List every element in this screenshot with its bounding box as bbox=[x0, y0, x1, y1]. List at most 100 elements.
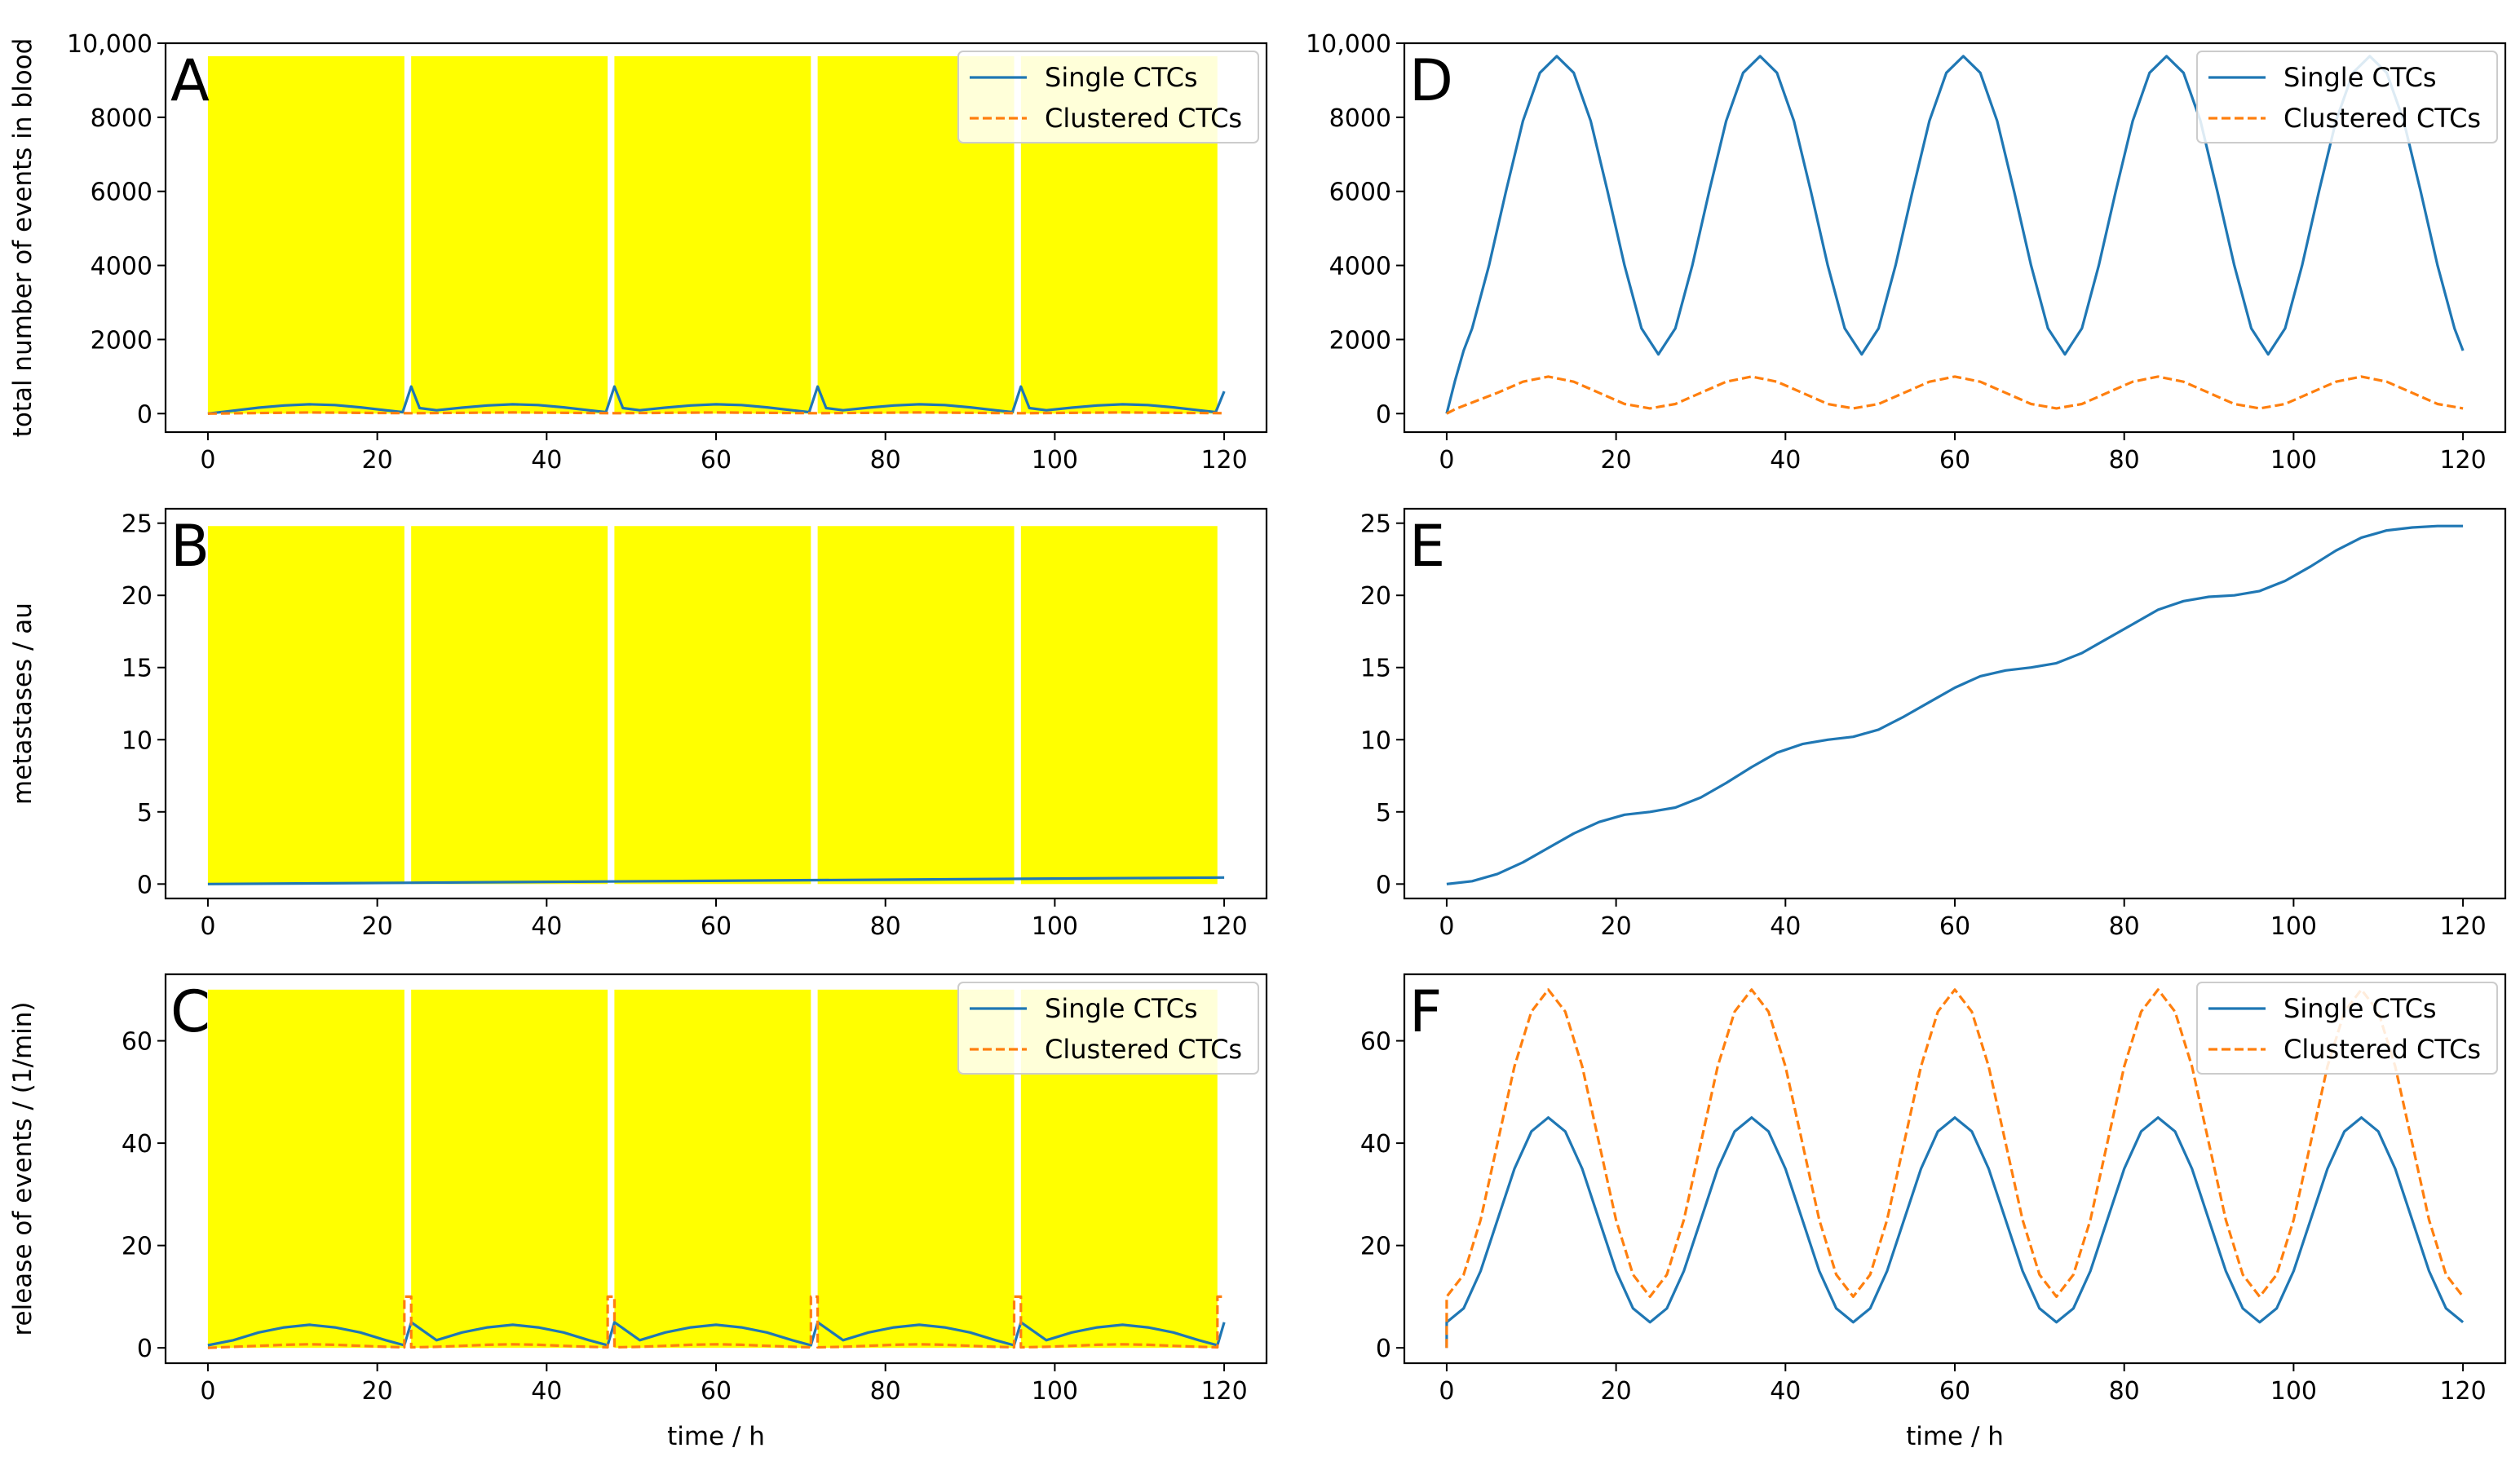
y-tick-label: 2000 bbox=[91, 326, 153, 355]
panel-A: 0 20 40 60 80 100 120 0 2000 4000 6000 8000 10,000 At… bbox=[8, 30, 1268, 475]
y-tick-label: 0 bbox=[137, 1335, 153, 1363]
series-line-single-ctcs bbox=[1445, 1116, 2465, 1349]
x-tick-label: 80 bbox=[870, 446, 901, 475]
shaded-interval-4 bbox=[817, 526, 1015, 885]
shaded-interval-1 bbox=[207, 526, 405, 885]
x-tick-label: 40 bbox=[531, 1377, 562, 1406]
x-tick-label: 20 bbox=[362, 1377, 393, 1406]
x-tick-label: 0 bbox=[1439, 912, 1454, 941]
series-group bbox=[207, 876, 1225, 885]
y-tick-label: 10,000 bbox=[67, 30, 153, 59]
series-line-clustered-ctcs bbox=[207, 1295, 1225, 1349]
x-tick-label: 0 bbox=[200, 1377, 215, 1406]
series-group bbox=[1445, 55, 2465, 415]
panel-letter: F bbox=[1409, 978, 1442, 1045]
legend-label: Clustered CTCs bbox=[1045, 103, 1242, 134]
x-tick-label: 60 bbox=[701, 912, 732, 941]
legend-label: Single CTCs bbox=[2283, 993, 2437, 1024]
panel-letter: A bbox=[170, 47, 210, 114]
legend-box bbox=[2196, 982, 2498, 1075]
x-tick-label: 40 bbox=[1770, 446, 1801, 475]
x-tick-label: 120 bbox=[1200, 446, 1247, 475]
x-tick-label: 120 bbox=[2439, 446, 2486, 475]
x-tick-label: 60 bbox=[701, 446, 732, 475]
x-tick-label: 80 bbox=[2109, 1377, 2140, 1406]
y-tick-label: 8000 bbox=[91, 104, 153, 133]
x-tick-label: 20 bbox=[1601, 446, 1632, 475]
y-axis-label: metastases / au bbox=[8, 603, 38, 805]
y-tick-label: 20 bbox=[1360, 1233, 1391, 1261]
legend-box bbox=[2196, 51, 2498, 143]
y-tick-label: 15 bbox=[122, 655, 153, 683]
series-group bbox=[207, 385, 1226, 415]
x-tick-label: 100 bbox=[1032, 912, 1078, 941]
panel-E: 0 20 40 60 80 100 120 0 5 10 15 20 25 E bbox=[1360, 507, 2507, 941]
series-line-single-ctcs bbox=[207, 385, 1226, 415]
y-tick-label: 60 bbox=[122, 1028, 153, 1057]
x-tick-label: 0 bbox=[200, 446, 215, 475]
legend-label: Single CTCs bbox=[1045, 993, 1198, 1024]
x-tick-label: 60 bbox=[1939, 912, 1970, 941]
legend-label: Single CTCs bbox=[1045, 62, 1198, 93]
x-axis-label: time / h bbox=[1906, 1422, 2004, 1451]
x-tick-label: 20 bbox=[362, 446, 393, 475]
legend: Single CTCs Clustered CTCs bbox=[957, 982, 1259, 1075]
x-tick-label: 20 bbox=[1601, 1377, 1632, 1406]
x-tick-label: 20 bbox=[362, 912, 393, 941]
y-axis-label: total number of events in blood bbox=[8, 38, 38, 438]
x-tick-label: 100 bbox=[2270, 1377, 2317, 1406]
legend: Single CTCs Clustered CTCs bbox=[2196, 982, 2498, 1075]
legend: Single CTCs Clustered CTCs bbox=[957, 51, 1259, 143]
x-tick-label: 60 bbox=[1939, 446, 1970, 475]
y-tick-label: 10,000 bbox=[1306, 30, 1391, 59]
x-tick-label: 40 bbox=[1770, 1377, 1801, 1406]
x-tick-label: 100 bbox=[2270, 912, 2317, 941]
y-tick-label: 20 bbox=[122, 1233, 153, 1261]
x-tick-label: 120 bbox=[2439, 1377, 2486, 1406]
x-tick-label: 0 bbox=[1439, 1377, 1454, 1406]
y-tick-label: 0 bbox=[137, 871, 153, 899]
shaded-interval-3 bbox=[614, 526, 811, 885]
x-tick-label: 120 bbox=[2439, 912, 2486, 941]
panel-letter: C bbox=[170, 978, 210, 1045]
y-tick-label: 2000 bbox=[1329, 326, 1391, 355]
y-tick-label: 40 bbox=[1360, 1130, 1391, 1159]
y-tick-label: 60 bbox=[1360, 1028, 1391, 1057]
axes-frame bbox=[1403, 507, 2507, 900]
series-group bbox=[1446, 524, 2464, 885]
y-tick-label: 4000 bbox=[1329, 253, 1391, 281]
x-tick-label: 40 bbox=[531, 912, 562, 941]
shaded-interval-3 bbox=[614, 55, 811, 414]
x-tick-label: 120 bbox=[1200, 912, 1247, 941]
y-tick-label: 5 bbox=[137, 799, 153, 828]
legend-label: Clustered CTCs bbox=[2283, 103, 2481, 134]
series-line-single-ctcs bbox=[207, 1321, 1226, 1347]
y-tick-label: 5 bbox=[1376, 799, 1391, 828]
y-tick-label: 6000 bbox=[1329, 179, 1391, 207]
y-tick-label: 20 bbox=[122, 582, 153, 611]
x-tick-label: 60 bbox=[701, 1377, 732, 1406]
panel-letter: E bbox=[1409, 513, 1445, 580]
y-tick-label: 25 bbox=[122, 510, 153, 539]
x-tick-label: 60 bbox=[1939, 1377, 1970, 1406]
x-tick-label: 40 bbox=[531, 446, 562, 475]
series-line-clustered-ctcs bbox=[1446, 375, 2464, 415]
series-line-single-ctcs bbox=[1445, 55, 2465, 414]
x-tick-label: 0 bbox=[200, 912, 215, 941]
y-tick-label: 20 bbox=[1360, 582, 1391, 611]
x-tick-label: 80 bbox=[2109, 912, 2140, 941]
legend-label: Single CTCs bbox=[2283, 62, 2437, 93]
x-tick-label: 100 bbox=[1032, 446, 1078, 475]
y-axis-label: release of events / (1/min) bbox=[8, 1001, 38, 1335]
y-tick-label: 8000 bbox=[1329, 104, 1391, 133]
x-tick-label: 0 bbox=[1439, 446, 1454, 475]
x-tick-label: 80 bbox=[2109, 446, 2140, 475]
series-line-single-ctcs bbox=[1446, 524, 2464, 885]
legend-box bbox=[957, 982, 1259, 1075]
shaded-interval-1 bbox=[207, 989, 405, 1349]
legend-label: Clustered CTCs bbox=[1045, 1034, 1242, 1065]
x-axis-label: time / h bbox=[667, 1422, 765, 1451]
